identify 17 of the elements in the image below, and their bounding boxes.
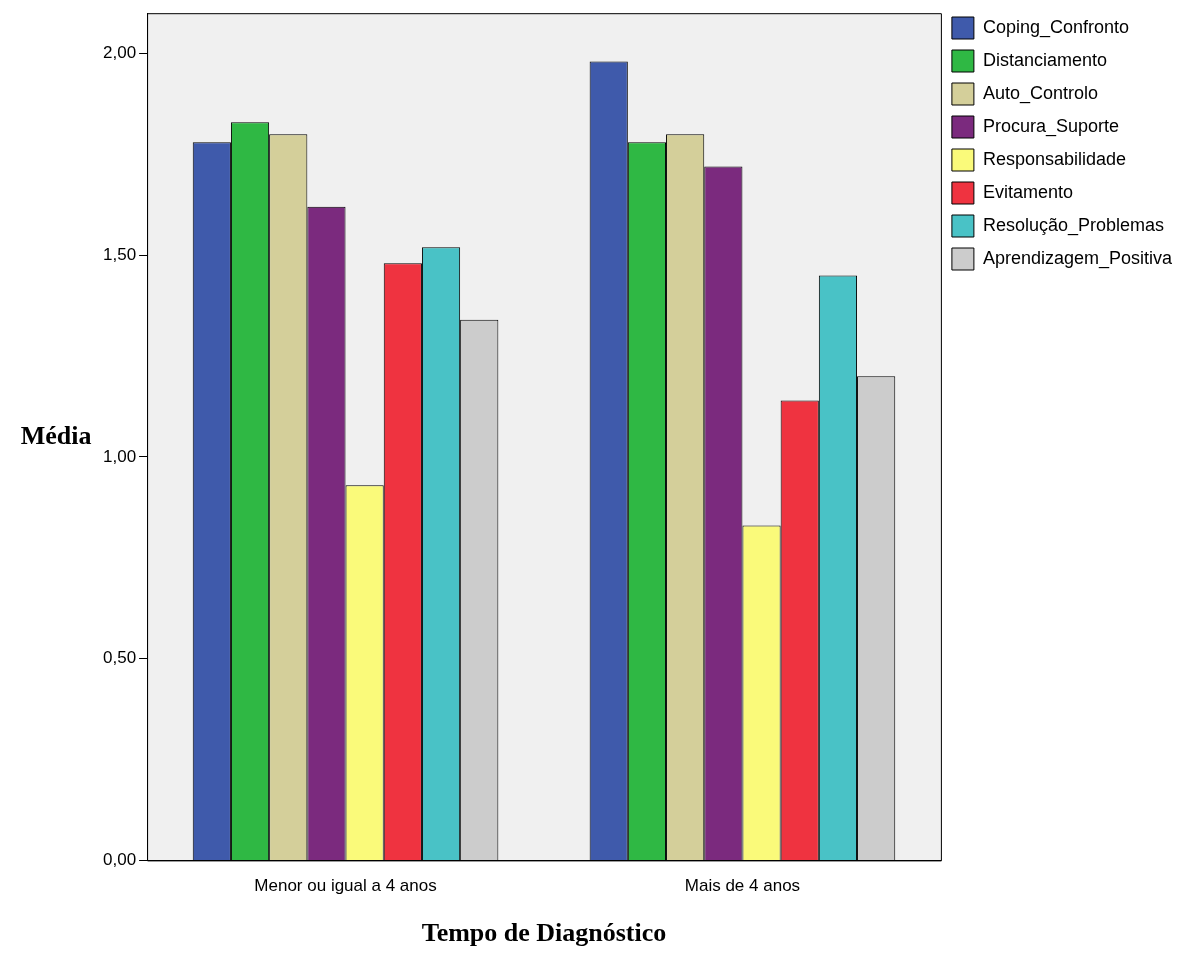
- legend-label: Resolução_Problemas: [982, 214, 1164, 236]
- legend-label: Coping_Confronto: [982, 16, 1129, 38]
- x-tick-label: Menor ou igual a 4 anos: [254, 876, 437, 896]
- y-tick-label: 0,00: [102, 850, 137, 870]
- legend-label: Responsabilidade: [982, 148, 1126, 169]
- y-tick-label: 2,00: [102, 43, 137, 63]
- y-tick-label: 1,50: [102, 244, 137, 264]
- y-axis-title: Média: [20, 420, 92, 450]
- y-tick-label: 0,50: [102, 648, 137, 668]
- legend-label: Auto_Controlo: [982, 82, 1098, 104]
- x-axis-title: Tempo de Diagnóstico: [421, 918, 667, 948]
- legend-label: Aprendizagem_Positiva: [982, 247, 1173, 269]
- legend-label: Procura_Suporte: [982, 115, 1119, 137]
- y-tick-label: 1,00: [102, 446, 137, 466]
- legend-label: Distanciamento: [982, 49, 1107, 70]
- legend-label: Evitamento: [982, 181, 1073, 202]
- x-tick-label: Mais de 4 anos: [684, 876, 801, 896]
